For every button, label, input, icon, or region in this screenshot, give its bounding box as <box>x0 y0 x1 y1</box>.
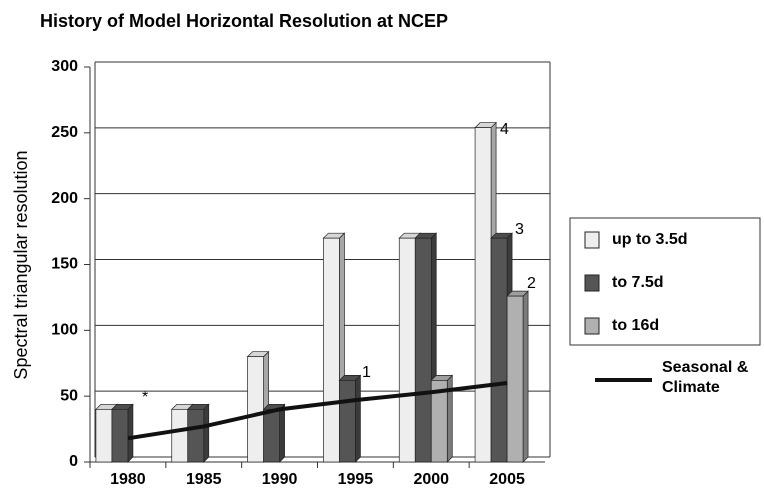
x-tick-label: 1995 <box>338 471 374 488</box>
bar <box>247 356 264 463</box>
y-tick-label: 300 <box>51 58 78 75</box>
legend-label: up to 3.5d <box>612 231 688 248</box>
bar <box>398 237 416 463</box>
bar <box>111 408 129 463</box>
x-tick-label: 2005 <box>489 471 525 488</box>
y-tick-label: 150 <box>51 256 78 273</box>
x-tick-label: 1990 <box>262 471 298 488</box>
bar-side <box>203 403 210 463</box>
bar-side <box>522 290 529 463</box>
chart-title: History of Model Horizontal Resolution a… <box>40 11 448 31</box>
bar-side <box>127 403 134 463</box>
y-tick-label: 250 <box>51 124 78 141</box>
y-axis-label: Spectral triangular resolution <box>11 150 31 379</box>
bar <box>323 237 340 463</box>
bar <box>474 127 492 463</box>
annotation: 1 <box>362 364 371 381</box>
legend-swatch <box>584 317 600 335</box>
legend-swatch <box>584 231 600 249</box>
bar-side <box>279 403 285 463</box>
bar-side <box>355 374 361 463</box>
legend-box <box>569 217 761 346</box>
y-tick-label: 0 <box>69 453 78 470</box>
bar <box>490 237 508 463</box>
bar <box>414 237 432 463</box>
bar <box>95 408 113 463</box>
annotation: 4 <box>500 121 509 138</box>
legend-label: Seasonal & Climate <box>662 359 749 396</box>
legend-label: to 16d <box>612 317 659 334</box>
bar <box>263 408 280 463</box>
x-tick-label: 1985 <box>186 471 222 488</box>
bar <box>506 295 524 463</box>
y-tick-label: 50 <box>60 387 78 404</box>
bar <box>171 408 189 463</box>
x-tick-label: 1980 <box>110 471 146 488</box>
y-tick-label: 100 <box>51 322 78 339</box>
bar <box>187 408 205 463</box>
y-tick-label: 200 <box>51 190 78 207</box>
x-tick-label: 2000 <box>413 471 449 488</box>
annotation: 3 <box>515 221 524 238</box>
annotation: * <box>142 389 148 406</box>
legend-label: to 7.5d <box>612 274 664 291</box>
annotation: 2 <box>527 275 536 292</box>
line <box>127 381 508 441</box>
bar <box>430 380 448 463</box>
legend-swatch <box>584 274 600 292</box>
bar <box>339 380 356 463</box>
